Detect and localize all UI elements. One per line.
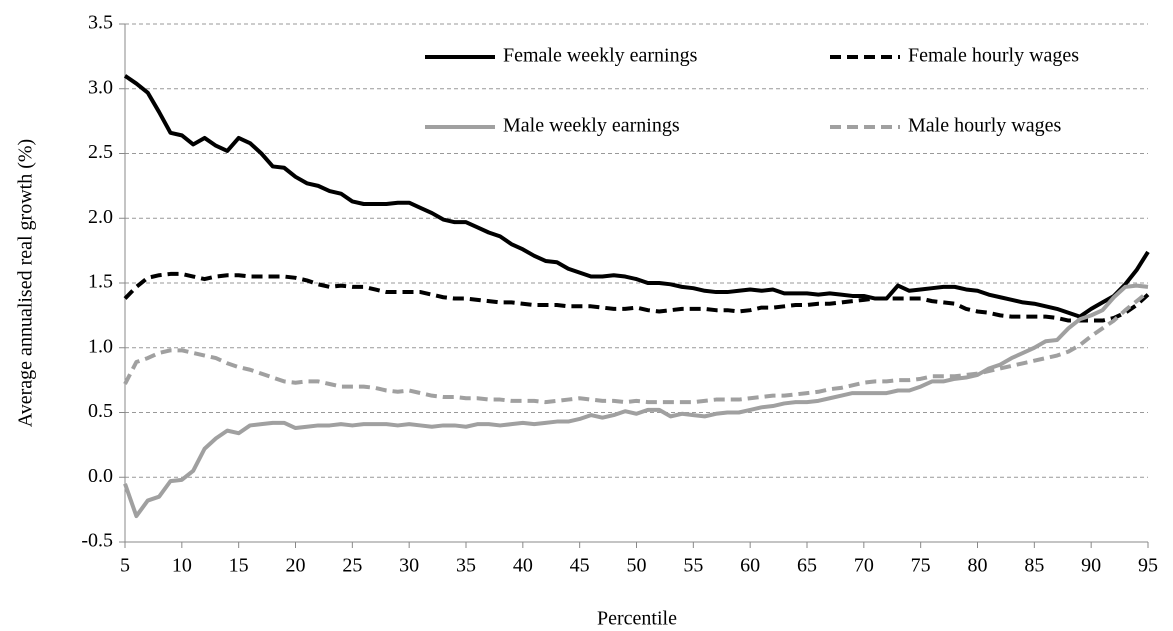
x-axis-label: Percentile	[597, 608, 677, 630]
x-tick-label: 30	[399, 555, 419, 577]
x-tick-label: 95	[1138, 555, 1158, 577]
legend-label: Male weekly earnings	[503, 115, 680, 137]
x-tick-label: 55	[683, 555, 703, 577]
series-line	[123, 290, 1150, 405]
legend-label: Male hourly wages	[908, 115, 1062, 137]
y-tick-label: 2.0	[88, 206, 113, 228]
x-tick-label: 90	[1081, 555, 1101, 577]
y-tick-label: 1.0	[88, 335, 113, 357]
x-tick-label: 65	[797, 555, 817, 577]
series-line	[123, 271, 1150, 323]
x-tick-label: 35	[456, 555, 476, 577]
y-tick-label: 0.5	[88, 400, 113, 422]
legend-label: Female hourly wages	[908, 45, 1079, 67]
x-tick-label: 45	[570, 555, 590, 577]
y-tick-label: 0.0	[88, 465, 113, 487]
x-tick-label: 85	[1024, 555, 1044, 577]
y-tick-label: 3.5	[88, 12, 113, 34]
x-tick-label: 5	[120, 555, 130, 577]
y-axis-label: Average annualised real growth (%)	[15, 139, 37, 427]
legend-label: Female weekly earnings	[503, 45, 698, 67]
x-tick-label: 60	[740, 555, 760, 577]
y-tick-label: 1.5	[88, 271, 113, 293]
x-tick-label: 15	[229, 555, 249, 577]
x-tick-label: 25	[342, 555, 362, 577]
x-tick-label: 40	[513, 555, 533, 577]
x-tick-label: 50	[627, 555, 647, 577]
x-tick-label: 75	[911, 555, 931, 577]
x-tick-label: 20	[286, 555, 306, 577]
y-tick-label: 3.0	[88, 76, 113, 98]
series-line	[123, 74, 1150, 319]
y-tick-label: 2.5	[88, 141, 113, 163]
y-tick-label: -0.5	[81, 530, 113, 552]
x-tick-label: 70	[854, 555, 874, 577]
x-tick-label: 80	[968, 555, 988, 577]
x-tick-label: 10	[172, 555, 192, 577]
